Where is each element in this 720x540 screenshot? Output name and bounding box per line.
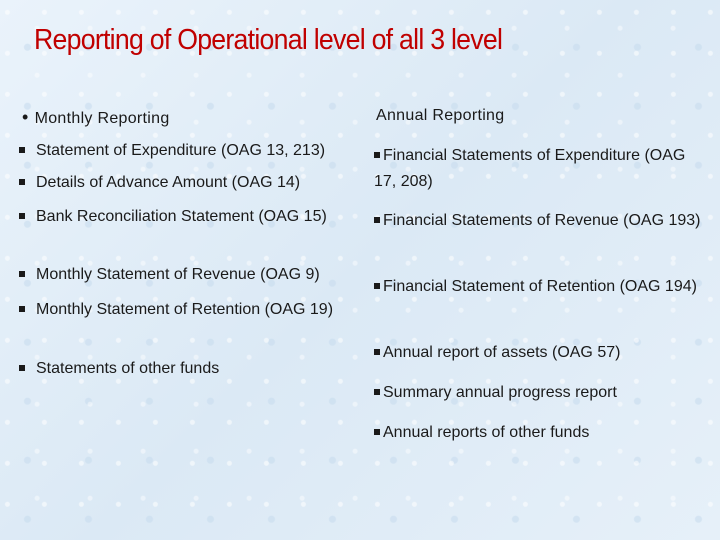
annual-item: Summary annual progress report xyxy=(374,380,704,406)
monthly-item: Statements of other funds xyxy=(19,356,350,382)
monthly-item-text: Statements of other funds xyxy=(36,360,220,377)
annual-item: Financial Statements of Expenditure (OAG… xyxy=(374,143,704,195)
square-bullet-icon xyxy=(19,365,25,371)
annual-item-text: Financial Statement of Retention (OAG 19… xyxy=(383,278,697,295)
monthly-heading-text: Monthly Reporting xyxy=(34,110,170,127)
square-bullet-icon xyxy=(374,217,380,223)
annual-item-text: Annual reports of other funds xyxy=(383,424,590,441)
bullet-icon: • xyxy=(22,107,29,127)
annual-item: Financial Statement of Retention (OAG 19… xyxy=(374,274,704,300)
slide-title: Reporting of Operational level of all 3 … xyxy=(34,24,503,56)
monthly-item: Details of Advance Amount (OAG 14) xyxy=(19,170,350,196)
annual-item: Annual report of assets (OAG 57) xyxy=(374,340,704,366)
monthly-item: Bank Reconciliation Statement (OAG 15) xyxy=(19,204,350,230)
monthly-reporting-heading: • Monthly Reporting xyxy=(22,107,170,128)
square-bullet-icon xyxy=(19,179,25,185)
monthly-item: Monthly Statement of Revenue (OAG 9) xyxy=(19,262,350,288)
square-bullet-icon xyxy=(374,152,380,158)
monthly-item-text: Monthly Statement of Revenue (OAG 9) xyxy=(36,266,320,283)
annual-item: Annual reports of other funds xyxy=(374,420,704,446)
monthly-item: Statement of Expenditure (OAG 13, 213) xyxy=(19,138,350,164)
square-bullet-icon xyxy=(374,349,380,355)
monthly-item-text: Bank Reconciliation Statement (OAG 15) xyxy=(36,208,327,225)
monthly-item: Monthly Statement of Retention (OAG 19) xyxy=(19,297,350,323)
square-bullet-icon xyxy=(374,283,380,289)
square-bullet-icon xyxy=(19,306,25,312)
monthly-item-text: Monthly Statement of Retention (OAG 19) xyxy=(36,301,334,318)
square-bullet-icon xyxy=(374,429,380,435)
annual-item-text: Annual report of assets (OAG 57) xyxy=(383,344,621,361)
square-bullet-icon xyxy=(19,271,25,277)
square-bullet-icon xyxy=(19,213,25,219)
annual-item-text: Financial Statements of Expenditure (OAG… xyxy=(374,147,686,190)
annual-item-text: Financial Statements of Revenue (OAG 193… xyxy=(383,212,701,229)
annual-item-text: Summary annual progress report xyxy=(383,384,617,401)
monthly-item-text: Details of Advance Amount (OAG 14) xyxy=(36,174,301,191)
square-bullet-icon xyxy=(374,389,380,395)
square-bullet-icon xyxy=(19,147,25,153)
annual-item: Financial Statements of Revenue (OAG 193… xyxy=(374,208,704,234)
annual-reporting-heading: Annual Reporting xyxy=(376,107,505,124)
monthly-item-text: Statement of Expenditure (OAG 13, 213) xyxy=(36,142,326,159)
